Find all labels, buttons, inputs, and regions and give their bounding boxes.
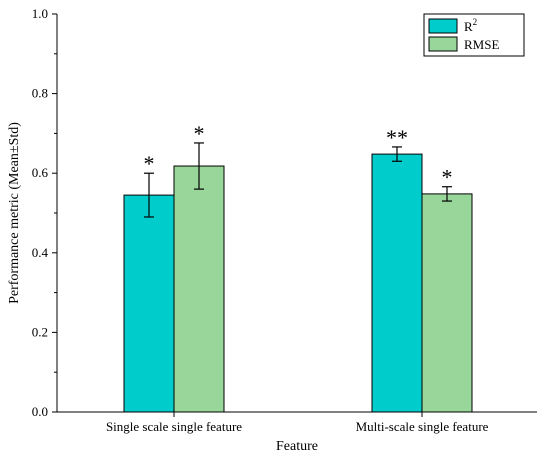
bar bbox=[371, 153, 423, 413]
bar bbox=[173, 165, 225, 413]
y-tick-label: 0.8 bbox=[32, 86, 48, 101]
y-tick-label: 0.4 bbox=[32, 245, 49, 260]
significance-labels: ***** bbox=[144, 121, 453, 190]
error-bars bbox=[144, 142, 452, 218]
bar bbox=[421, 193, 473, 413]
axes: 0.0 0.2 0.4 0.6 0.8 1.0 Single scale single fe… bbox=[32, 6, 537, 434]
legend-label-r2: R2 bbox=[464, 17, 477, 34]
y-tick-label: 0.6 bbox=[32, 165, 49, 180]
legend: R2 RMSE bbox=[423, 13, 525, 57]
y-axis-label: Performance metric (Mean±Std) bbox=[7, 122, 22, 304]
y-tick-label: 1.0 bbox=[32, 6, 48, 21]
x-axis-label: Feature bbox=[276, 439, 318, 454]
x-tick-label: Multi-scale single feature bbox=[356, 419, 489, 434]
significance-marker: * bbox=[144, 151, 155, 176]
y-tick-label: 0.0 bbox=[32, 404, 48, 419]
significance-marker: * bbox=[194, 121, 205, 146]
y-tick-label: 0.2 bbox=[32, 324, 48, 339]
legend-swatch-r2 bbox=[428, 18, 458, 34]
legend-label-rmse: RMSE bbox=[464, 37, 499, 52]
legend-swatch-rmse bbox=[428, 36, 458, 52]
significance-marker: ** bbox=[386, 125, 408, 150]
significance-marker: * bbox=[442, 165, 453, 190]
bar bbox=[123, 194, 175, 413]
x-tick-label: Single scale single feature bbox=[106, 419, 242, 434]
bars bbox=[123, 153, 473, 413]
